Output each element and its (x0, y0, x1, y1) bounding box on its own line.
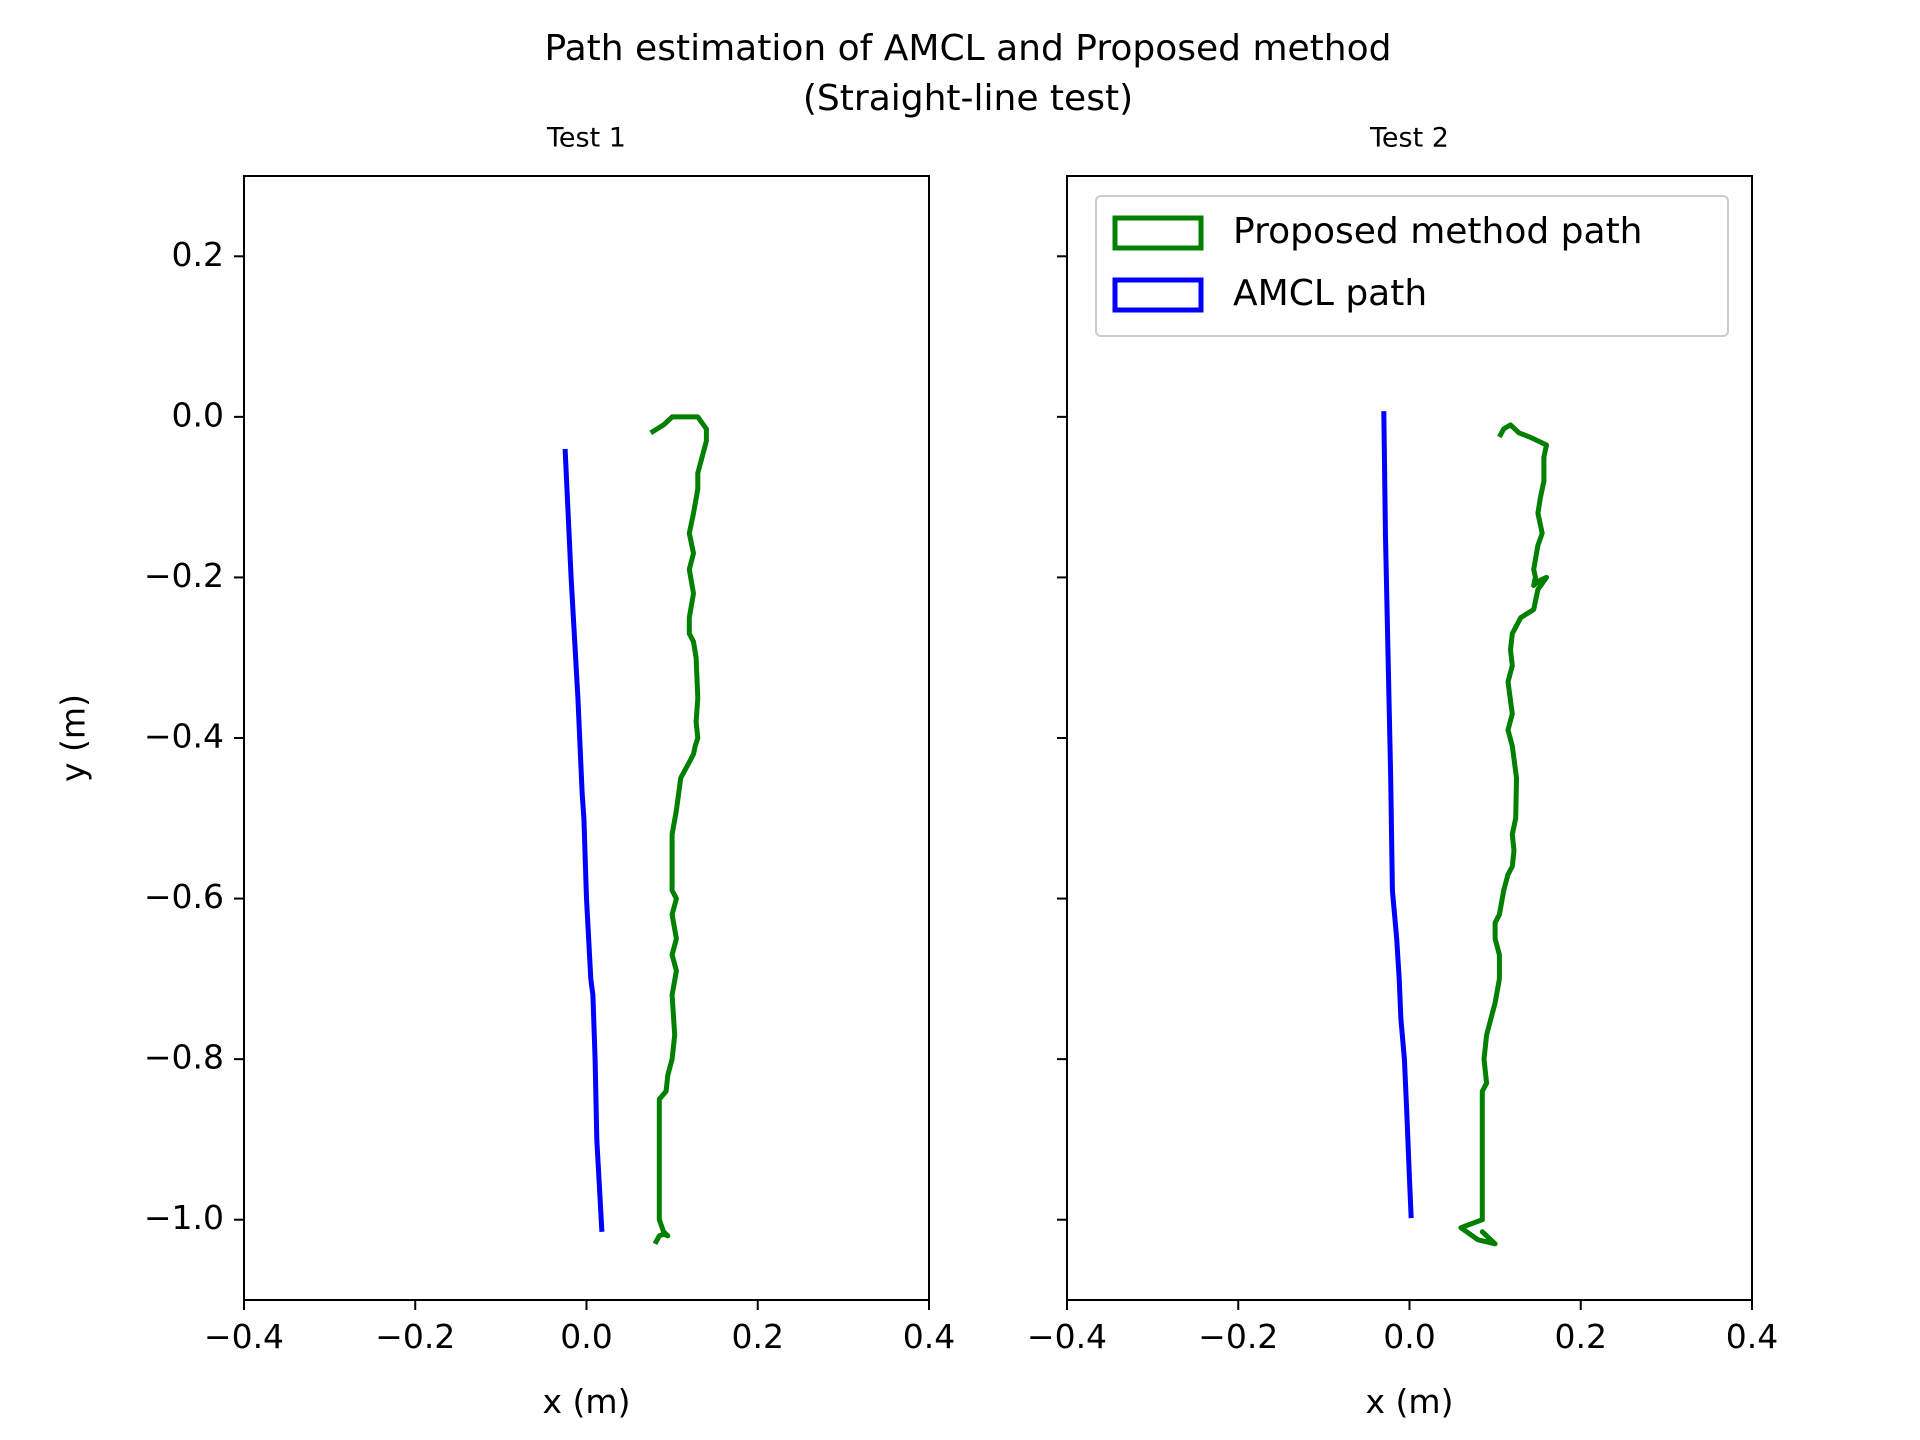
y-tick-label: −0.6 (144, 877, 224, 916)
x-tick-label: 0.0 (560, 1317, 612, 1356)
legend-swatch-proposed (1112, 215, 1204, 251)
x-tick-label: −0.2 (1198, 1317, 1278, 1356)
x-tick-label: 0.0 (1383, 1317, 1435, 1356)
y-tick-label: 0.2 (172, 235, 224, 274)
y-tick-label: −1.0 (144, 1198, 224, 1237)
x-axis-label: x (m) (543, 1382, 631, 1421)
legend-label-amcl: AMCL path (1233, 273, 1427, 314)
x-tick-label: −0.4 (1027, 1317, 1107, 1356)
series-line-proposed-method-path (649, 414, 709, 1245)
x-tick-label: 0.2 (1555, 1317, 1607, 1356)
figure-subtitle: (Straight-line test) (803, 78, 1133, 119)
y-tick-label: −0.4 (144, 717, 224, 756)
series-line-amcl-path (562, 448, 605, 1232)
figure-title: Path estimation of AMCL and Proposed met… (545, 28, 1392, 69)
x-tick-label: −0.2 (375, 1317, 455, 1356)
legend-frame (1095, 195, 1729, 337)
y-tick-label: −0.2 (144, 556, 224, 595)
y-axis-label: y (m) (54, 694, 93, 782)
subplot-title: Test 2 (1369, 123, 1449, 154)
axes-frame (243, 175, 930, 1301)
subplot-title: Test 1 (546, 123, 626, 154)
legend-label-proposed: Proposed method path (1233, 211, 1643, 252)
x-tick-label: 0.4 (1726, 1317, 1778, 1356)
plot-test-2: −0.4 −0.2 0.0 0.2 0.4 Test 2 x (m) (1027, 123, 1778, 1422)
x-tick-label: −0.4 (204, 1317, 284, 1356)
plot-test-1: −0.4 −0.2 0.0 0.2 0.4 0.2 0.0 −0.2 −0.4 −0.6 −0.8 −… (54, 123, 956, 1422)
series-line-amcl-path (1381, 411, 1414, 1219)
y-tick-label: −0.8 (144, 1038, 224, 1077)
x-tick-label: 0.4 (903, 1317, 955, 1356)
x-tick-label: 0.2 (732, 1317, 784, 1356)
x-axis-label: x (m) (1366, 1382, 1454, 1421)
legend-swatch-amcl (1112, 277, 1204, 313)
legend: Proposed method path AMCL path (1095, 195, 1729, 337)
y-tick-label: 0.0 (172, 395, 224, 434)
series-line-proposed-method-path (1458, 422, 1549, 1247)
